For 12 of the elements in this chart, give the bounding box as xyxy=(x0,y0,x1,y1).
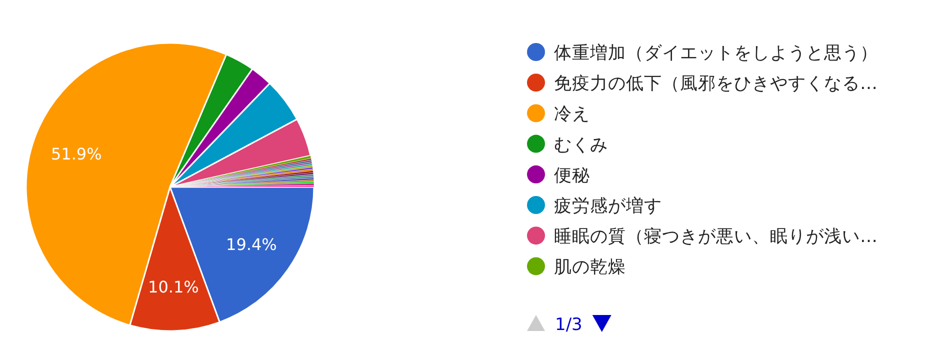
legend-label: 便秘 xyxy=(554,166,590,186)
legend-label: 疲労感が増す xyxy=(554,196,662,216)
text: 1/3 xyxy=(555,315,582,335)
legend-label: 冷え xyxy=(554,104,590,125)
data-label: 19.4% xyxy=(226,234,277,254)
legend-label: むくみ xyxy=(554,135,608,156)
data-label: 10.1% xyxy=(148,277,199,296)
legend-label: 肌の乾燥 xyxy=(554,258,626,278)
legend-label: 体重増加（ダイエットをしようと思う） xyxy=(554,42,878,64)
legend-label: 睡眠の質（寝つきが悪い、眠りが浅い… xyxy=(554,226,878,248)
data-label: 51.9% xyxy=(50,144,102,164)
legend-label: 免疫力の低下（風邪をひきやすくなる… xyxy=(554,74,878,94)
